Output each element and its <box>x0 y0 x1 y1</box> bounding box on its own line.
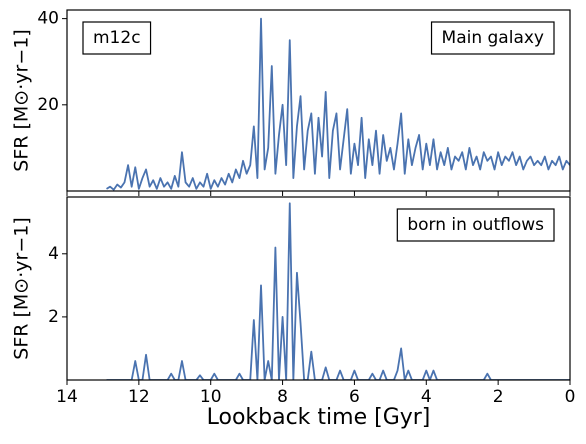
annotation: Main galaxy <box>442 28 544 48</box>
sfr-line <box>106 17 570 191</box>
x-tick-label: 10 <box>200 387 222 407</box>
y-tick-label: 2 <box>48 307 59 327</box>
x-tick-label: 4 <box>421 387 432 407</box>
x-tick-label: 14 <box>56 387 78 407</box>
plot-area <box>106 202 570 380</box>
annotation-box <box>430 21 555 55</box>
annotation: m12c <box>93 28 141 48</box>
axes-frame <box>66 9 571 192</box>
x-axis-label: Lookback time [Gyr] <box>207 405 431 430</box>
y-axis-label: SFR [M⊙·yr−1] <box>11 217 33 359</box>
axes-frame <box>66 196 571 381</box>
y-tick-label: 40 <box>37 9 59 29</box>
annotation-box <box>396 208 555 242</box>
sfr-line <box>106 202 570 380</box>
annotation: born in outflows <box>407 215 544 235</box>
x-tick-label: 6 <box>349 387 360 407</box>
plot-area <box>106 17 570 191</box>
x-tick-label: 2 <box>493 387 504 407</box>
annotation-box <box>82 21 152 55</box>
y-tick-label: 20 <box>37 95 59 115</box>
x-tick-label: 0 <box>565 387 576 407</box>
x-tick-label: 8 <box>277 387 288 407</box>
y-axis-label: SFR [M⊙·yr−1] <box>11 29 33 171</box>
x-tick-label: 12 <box>128 387 150 407</box>
y-tick-label: 4 <box>48 244 59 264</box>
